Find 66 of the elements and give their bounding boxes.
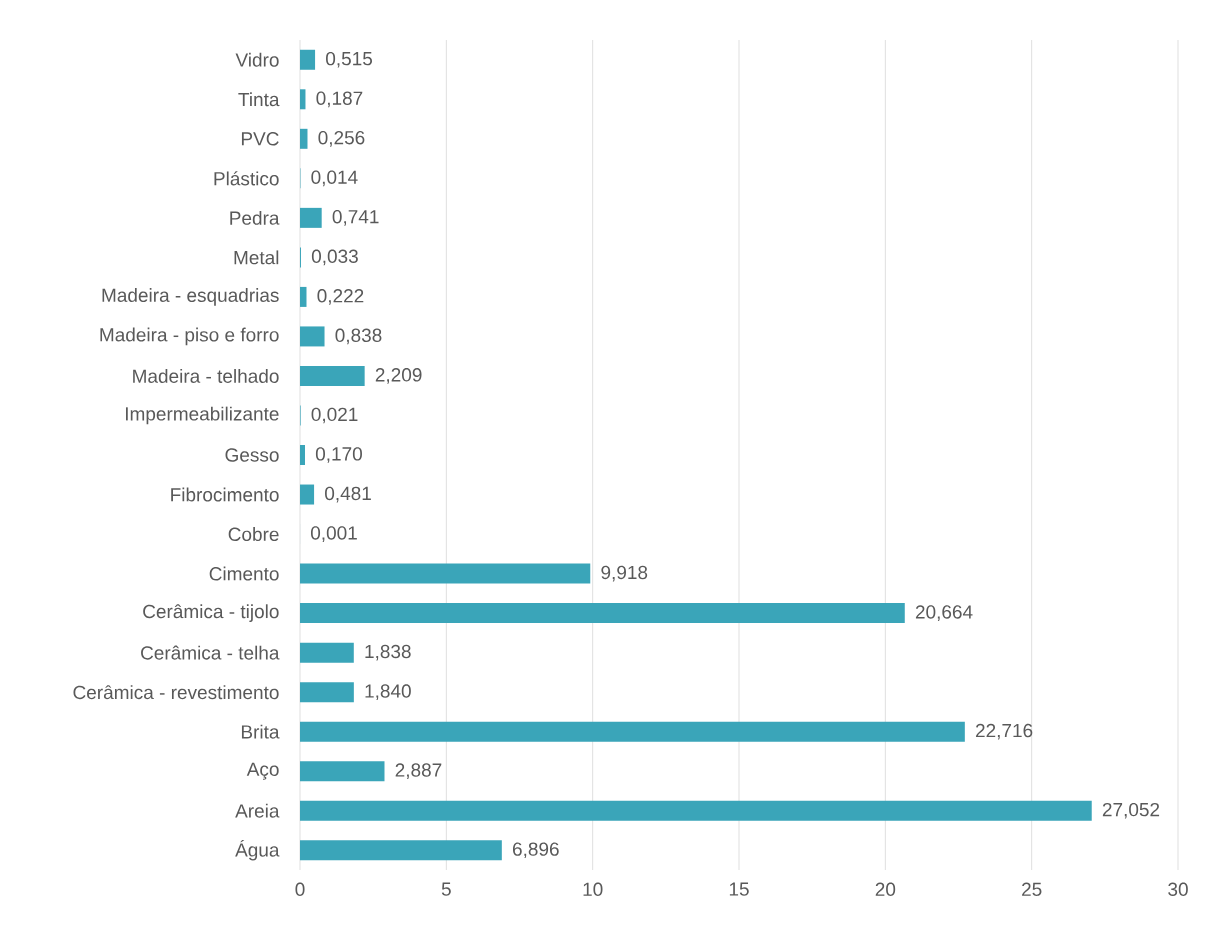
data-label: 0,222 bbox=[317, 289, 364, 305]
bar bbox=[300, 603, 905, 624]
data-label: 0,256 bbox=[318, 130, 365, 147]
y-tick-label: Impermeabilizante bbox=[125, 406, 279, 425]
bar bbox=[300, 682, 354, 703]
x-tick-label: 5 bbox=[441, 882, 451, 896]
bar bbox=[300, 89, 306, 110]
bar bbox=[300, 800, 1092, 821]
y-tick-label: Madeira - piso e forro bbox=[100, 327, 279, 346]
bar bbox=[300, 207, 322, 228]
y-tick-label: PVC bbox=[241, 132, 279, 146]
y-tick-label: Pedra bbox=[230, 210, 280, 225]
y-tick-label: Brita bbox=[241, 724, 280, 739]
y-tick-label: Fibrocimento bbox=[171, 487, 279, 502]
data-label: 2,887 bbox=[395, 763, 442, 780]
data-label: 0,021 bbox=[311, 407, 358, 424]
x-tick-label: 25 bbox=[1022, 882, 1042, 896]
data-label: 27,052 bbox=[1102, 802, 1160, 819]
bar bbox=[300, 286, 307, 307]
data-label: 0,187 bbox=[316, 91, 363, 108]
bar bbox=[300, 721, 965, 742]
bar bbox=[300, 484, 315, 505]
bar bbox=[300, 563, 591, 584]
y-tick-label: Tinta bbox=[238, 92, 280, 107]
y-tick-label: Metal bbox=[234, 250, 279, 265]
data-label: 0,033 bbox=[311, 249, 358, 266]
data-label: 1,840 bbox=[365, 684, 411, 701]
y-tick-label: Vidro bbox=[235, 52, 279, 67]
bar bbox=[300, 49, 316, 70]
y-tick-label: Cobre bbox=[228, 527, 279, 542]
y-tick-label: Cerâmica - revestimento bbox=[73, 685, 279, 700]
bar bbox=[300, 840, 502, 861]
y-tick-label: Cerâmica - tijolo bbox=[143, 604, 279, 622]
y-tick-label: Areia bbox=[235, 803, 280, 818]
data-label: 2,209 bbox=[375, 368, 422, 384]
y-tick-label: Madeira - esquadrias bbox=[102, 288, 279, 306]
data-label: 0,838 bbox=[335, 328, 382, 345]
data-label: 0,515 bbox=[326, 51, 373, 68]
data-label: 9,918 bbox=[601, 565, 648, 582]
bar bbox=[300, 365, 365, 386]
bar bbox=[300, 761, 385, 782]
x-tick-label: 0 bbox=[295, 882, 305, 896]
data-label: 0,741 bbox=[332, 210, 379, 226]
data-label: 1,838 bbox=[365, 644, 411, 661]
y-tick-label: Madeira - telhado bbox=[133, 368, 279, 383]
data-label: 0,481 bbox=[325, 486, 371, 503]
data-label: 22,716 bbox=[975, 723, 1033, 740]
y-tick-label: Gesso bbox=[225, 448, 279, 462]
data-label: 0,001 bbox=[310, 526, 357, 542]
y-tick-label: Cimento bbox=[209, 566, 279, 581]
y-tick-label: Cerâmica - telha bbox=[141, 645, 280, 660]
x-tick-label: 10 bbox=[583, 882, 603, 896]
bar bbox=[300, 326, 325, 347]
bar bbox=[300, 445, 305, 465]
x-tick-label: 15 bbox=[729, 882, 749, 896]
data-label: 20,664 bbox=[915, 605, 973, 621]
x-tick-label: 20 bbox=[875, 882, 896, 896]
bar bbox=[300, 128, 308, 149]
y-tick-label: Plástico bbox=[214, 171, 279, 186]
y-tick-label: Aço bbox=[246, 762, 279, 780]
bar bbox=[300, 642, 354, 663]
data-label: 0,170 bbox=[315, 447, 362, 463]
data-label: 6,896 bbox=[512, 842, 559, 859]
x-tick-label: 30 bbox=[1168, 882, 1188, 896]
y-tick-label: Água bbox=[235, 840, 280, 861]
data-label: 0,014 bbox=[311, 170, 358, 187]
